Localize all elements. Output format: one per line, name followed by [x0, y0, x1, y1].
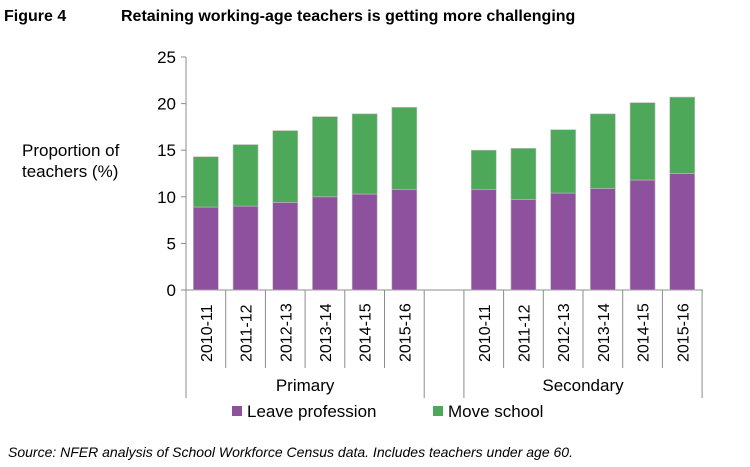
y-axis-label-line: teachers (%)	[22, 162, 119, 181]
x-tick-label: 2012-13	[278, 303, 295, 362]
bar-segment-leave-profession	[312, 196, 338, 291]
bar-segment-move-school	[391, 107, 418, 190]
x-tick-label: 2014-15	[636, 303, 653, 362]
bar-segment-leave-profession	[193, 206, 219, 291]
x-tick-label: 2012-13	[556, 303, 573, 362]
bar-segment-move-school	[312, 116, 338, 198]
bar-segment-leave-profession	[550, 192, 576, 291]
bar-segment-leave-profession	[272, 202, 299, 291]
x-tick-label: 2014-15	[358, 303, 375, 362]
bar-segment-move-school	[590, 113, 616, 189]
y-tick-label: 20	[157, 95, 176, 114]
legend-item-move-school: Move school	[448, 402, 543, 421]
y-axis-label: Proportion of teachers (%)	[22, 140, 132, 182]
x-tick-label: 2015-16	[675, 303, 692, 362]
x-tick-label: 2010-11	[199, 304, 216, 362]
x-tick-label: 2015-16	[397, 303, 414, 362]
bar-segment-leave-profession	[669, 173, 696, 291]
bar-segment-move-school	[510, 148, 537, 200]
y-axis-label-line: Proportion of	[22, 141, 120, 160]
legend-swatch	[433, 406, 443, 416]
source-note: Source: NFER analysis of School Workforc…	[8, 444, 573, 460]
bar-segment-move-school	[470, 149, 497, 190]
bar-segment-move-school	[669, 96, 696, 174]
y-tick-label: 0	[167, 281, 176, 300]
figure-label: Figure 4	[4, 8, 67, 25]
bar-segment-leave-profession	[391, 189, 418, 291]
y-tick-label: 5	[167, 234, 176, 253]
chart-title: Retaining working-age teachers is gettin…	[121, 8, 576, 25]
y-tick-label: 25	[157, 48, 176, 67]
bar-segment-move-school	[272, 130, 299, 203]
bar-segment-move-school	[193, 156, 219, 208]
bar-segment-leave-profession	[590, 188, 616, 291]
group-label: Secondary	[542, 376, 624, 395]
bar-segment-move-school	[550, 129, 576, 194]
bar-segment-leave-profession	[629, 179, 656, 291]
bar-segment-leave-profession	[232, 205, 259, 291]
x-tick-label: 2011-12	[239, 304, 256, 362]
bar-segment-leave-profession	[510, 199, 537, 291]
bar-segment-leave-profession	[470, 189, 497, 291]
bar-segment-move-school	[232, 144, 259, 207]
bar-segment-leave-profession	[351, 193, 378, 291]
y-tick-label: 15	[157, 141, 176, 160]
legend-item-leave-profession: Leave profession	[247, 402, 376, 421]
x-tick-label: 2011-12	[516, 304, 533, 362]
y-tick-label: 10	[157, 188, 176, 207]
bar-segment-move-school	[629, 102, 656, 181]
x-tick-label: 2013-14	[596, 303, 613, 362]
x-tick-label: 2010-11	[477, 304, 494, 362]
x-tick-label: 2013-14	[318, 303, 335, 362]
group-label: Primary	[276, 376, 335, 395]
bar-segment-move-school	[351, 113, 378, 195]
legend-swatch	[232, 406, 242, 416]
stacked-bar-chart: 0 5 10 15 20 25 2010-11 2011-12 2012-13 2013-14 20…	[157, 48, 703, 421]
